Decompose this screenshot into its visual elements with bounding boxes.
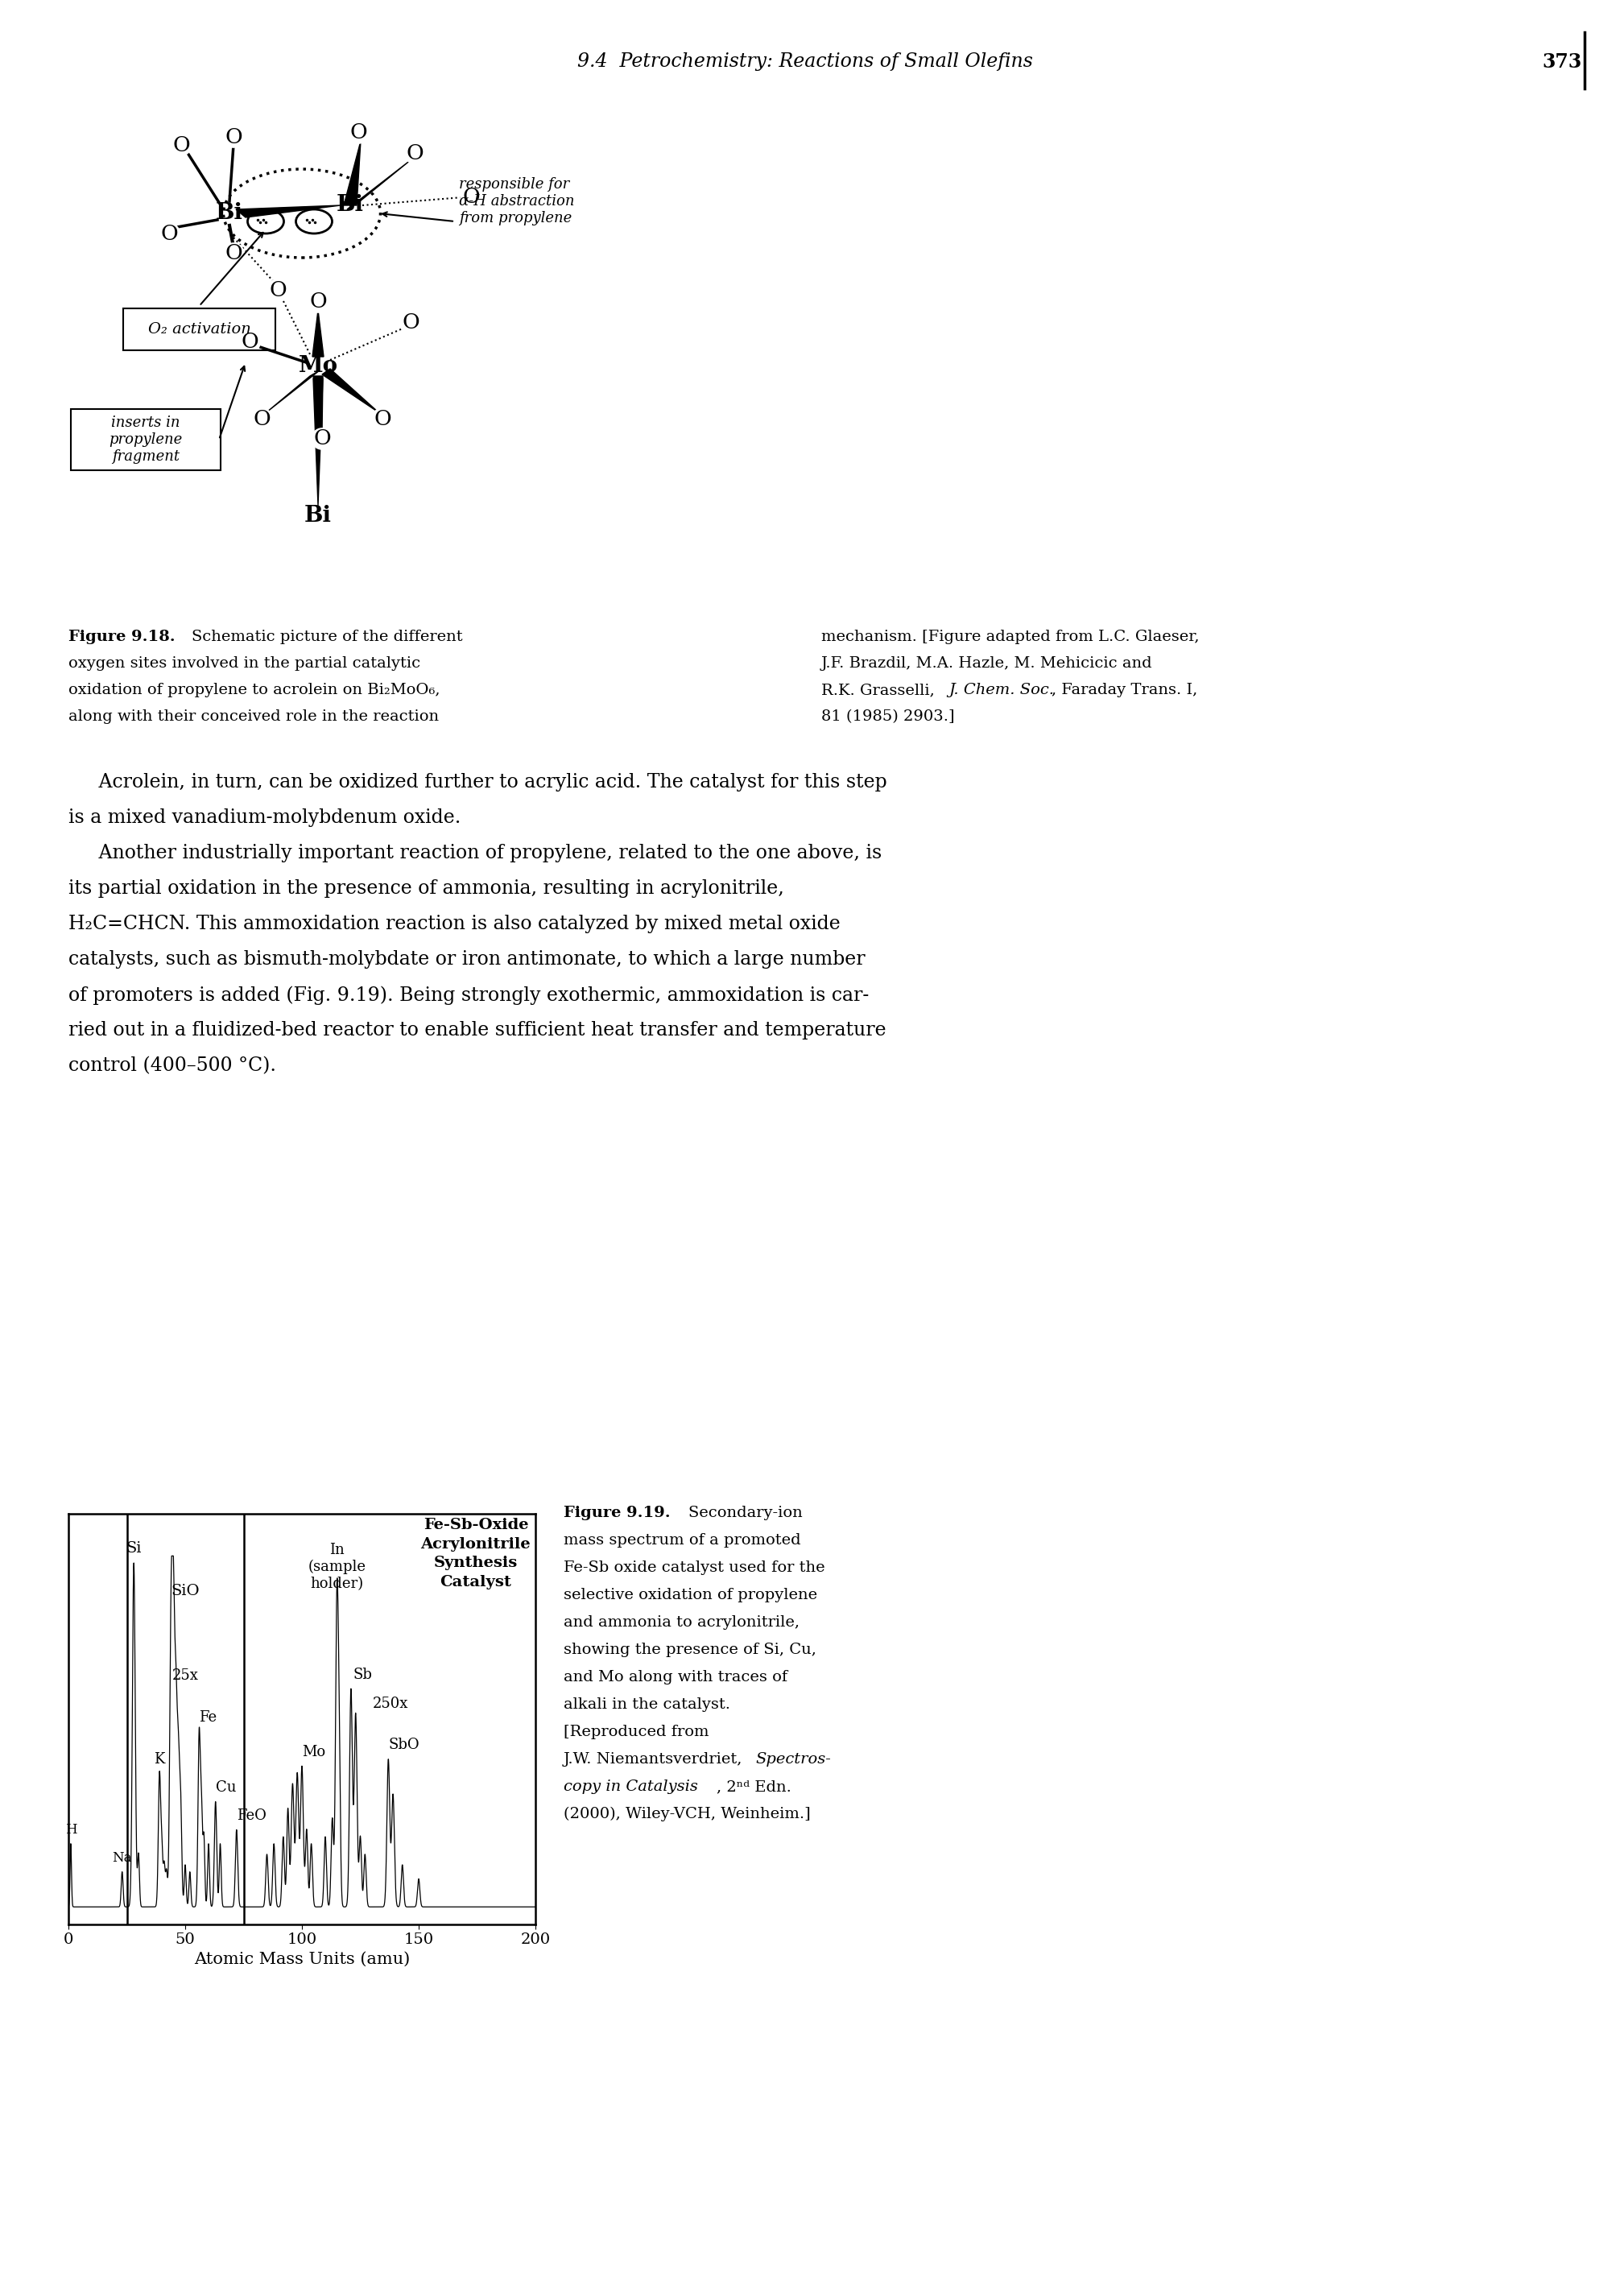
Text: alkali in the catalyst.: alkali in the catalyst. xyxy=(564,1697,731,1713)
Text: oxidation of propylene to acrolein on Bi₂MoO₆,: oxidation of propylene to acrolein on Bi… xyxy=(68,682,440,698)
Text: Bi: Bi xyxy=(304,504,331,527)
Text: O: O xyxy=(253,408,271,428)
Text: along with their conceived role in the reaction: along with their conceived role in the r… xyxy=(68,710,438,724)
Text: 250x: 250x xyxy=(374,1697,409,1711)
Text: O: O xyxy=(224,126,242,147)
Text: Schematic picture of the different: Schematic picture of the different xyxy=(172,630,463,643)
Text: of promoters is added (Fig. 9.19). Being strongly exothermic, ammoxidation is ca: of promoters is added (Fig. 9.19). Being… xyxy=(68,985,869,1005)
Text: O: O xyxy=(313,428,331,449)
Text: and ammonia to acrylonitrile,: and ammonia to acrylonitrile, xyxy=(564,1614,799,1630)
Text: , 2ⁿᵈ Edn.: , 2ⁿᵈ Edn. xyxy=(716,1779,791,1793)
Polygon shape xyxy=(344,142,361,206)
Text: O: O xyxy=(463,188,479,208)
Text: Another industrially important reaction of propylene, related to the one above, : Another industrially important reaction … xyxy=(68,843,882,863)
Text: O: O xyxy=(161,224,179,243)
Text: J.F. Brazdil, M.A. Hazle, M. Mehicicic and: J.F. Brazdil, M.A. Hazle, M. Mehicicic a… xyxy=(822,657,1153,671)
Text: O: O xyxy=(401,311,419,332)
Text: K: K xyxy=(154,1752,166,1766)
Text: O: O xyxy=(270,279,286,300)
Text: O: O xyxy=(309,291,326,311)
Text: its partial oxidation in the presence of ammonia, resulting in acrylonitrile,: its partial oxidation in the presence of… xyxy=(68,879,784,898)
Text: 25x: 25x xyxy=(172,1667,198,1683)
Text: Fe: Fe xyxy=(200,1711,218,1724)
Text: responsible for
α-H abstraction
from propylene: responsible for α-H abstraction from pro… xyxy=(460,176,575,224)
X-axis label: Atomic Mass Units (amu): Atomic Mass Units (amu) xyxy=(193,1951,409,1967)
Polygon shape xyxy=(322,369,378,412)
Text: O₂ activation: O₂ activation xyxy=(148,323,250,337)
Text: , Faraday Trans. I,: , Faraday Trans. I, xyxy=(1051,682,1197,698)
Text: Na: Na xyxy=(112,1850,132,1864)
Text: control (400–500 °C).: control (400–500 °C). xyxy=(68,1056,276,1074)
Text: Cu: Cu xyxy=(216,1779,235,1795)
Text: O: O xyxy=(240,332,258,353)
Text: Secondary-ion: Secondary-ion xyxy=(669,1507,802,1521)
Polygon shape xyxy=(312,309,323,357)
Text: Fe-Sb oxide catalyst used for the: Fe-Sb oxide catalyst used for the xyxy=(564,1559,825,1576)
Polygon shape xyxy=(235,206,341,218)
Text: O: O xyxy=(374,408,391,428)
Polygon shape xyxy=(313,378,323,506)
Text: H₂C=CHCN. This ammoxidation reaction is also catalyzed by mixed metal oxide: H₂C=CHCN. This ammoxidation reaction is … xyxy=(68,914,840,934)
Text: In
(sample
holder): In (sample holder) xyxy=(309,1543,365,1592)
Text: 373: 373 xyxy=(1543,53,1582,71)
Text: and Mo along with traces of: and Mo along with traces of xyxy=(564,1669,788,1685)
Text: O: O xyxy=(349,124,367,142)
Text: Figure 9.19.: Figure 9.19. xyxy=(564,1507,671,1521)
Text: is a mixed vanadium-molybdenum oxide.: is a mixed vanadium-molybdenum oxide. xyxy=(68,808,461,827)
Text: catalysts, such as bismuth-molybdate or iron antimonate, to which a large number: catalysts, such as bismuth-molybdate or … xyxy=(68,950,866,969)
Text: Bi: Bi xyxy=(336,195,364,215)
Text: (2000), Wiley-VCH, Weinheim.]: (2000), Wiley-VCH, Weinheim.] xyxy=(564,1807,810,1821)
Text: mechanism. [Figure adapted from L.C. Glaeser,: mechanism. [Figure adapted from L.C. Gla… xyxy=(822,630,1199,643)
Text: Figure 9.18.: Figure 9.18. xyxy=(68,630,175,643)
Text: oxygen sites involved in the partial catalytic: oxygen sites involved in the partial cat… xyxy=(68,657,421,671)
Text: R.K. Grasselli,: R.K. Grasselli, xyxy=(822,682,940,698)
Text: Mo: Mo xyxy=(302,1745,325,1759)
Text: 81 (1985) 2903.]: 81 (1985) 2903.] xyxy=(822,710,955,724)
Text: SiO: SiO xyxy=(171,1582,200,1598)
Text: Sb: Sb xyxy=(354,1667,372,1683)
Text: O: O xyxy=(406,142,424,163)
Text: ried out in a fluidized-bed reactor to enable sufficient heat transfer and tempe: ried out in a fluidized-bed reactor to e… xyxy=(68,1021,887,1040)
Text: J. Chem. Soc.: J. Chem. Soc. xyxy=(948,682,1054,698)
Text: Bi: Bi xyxy=(216,202,244,224)
Text: FeO: FeO xyxy=(237,1809,266,1823)
Text: Fe-Sb-Oxide
Acrylonitrile
Synthesis
Catalyst: Fe-Sb-Oxide Acrylonitrile Synthesis Cata… xyxy=(421,1518,531,1589)
Text: Acrolein, in turn, can be oxidized further to acrylic acid. The catalyst for thi: Acrolein, in turn, can be oxidized furth… xyxy=(68,774,887,792)
Text: selective oxidation of propylene: selective oxidation of propylene xyxy=(564,1587,817,1603)
Text: mass spectrum of a promoted: mass spectrum of a promoted xyxy=(564,1532,801,1548)
Text: showing the presence of Si, Cu,: showing the presence of Si, Cu, xyxy=(564,1642,817,1658)
Text: H: H xyxy=(65,1823,76,1837)
Text: O: O xyxy=(224,243,242,263)
Polygon shape xyxy=(348,160,411,208)
Text: copy in Catalysis: copy in Catalysis xyxy=(564,1779,698,1793)
Text: O: O xyxy=(172,135,190,156)
Text: J.W. Niemantsverdriet,: J.W. Niemantsverdriet, xyxy=(564,1752,747,1766)
Text: [Reproduced from: [Reproduced from xyxy=(564,1724,710,1738)
Text: SbO: SbO xyxy=(388,1738,419,1752)
Text: Spectros-: Spectros- xyxy=(755,1752,831,1766)
Text: inserts in
propylene
fragment: inserts in propylene fragment xyxy=(109,417,182,463)
Polygon shape xyxy=(266,371,320,412)
Polygon shape xyxy=(313,376,323,433)
Text: Si: Si xyxy=(127,1541,141,1555)
Text: 9.4  Petrochemistry: Reactions of Small Olefins: 9.4 Petrochemistry: Reactions of Small O… xyxy=(578,53,1033,71)
Text: Mo: Mo xyxy=(299,355,338,378)
